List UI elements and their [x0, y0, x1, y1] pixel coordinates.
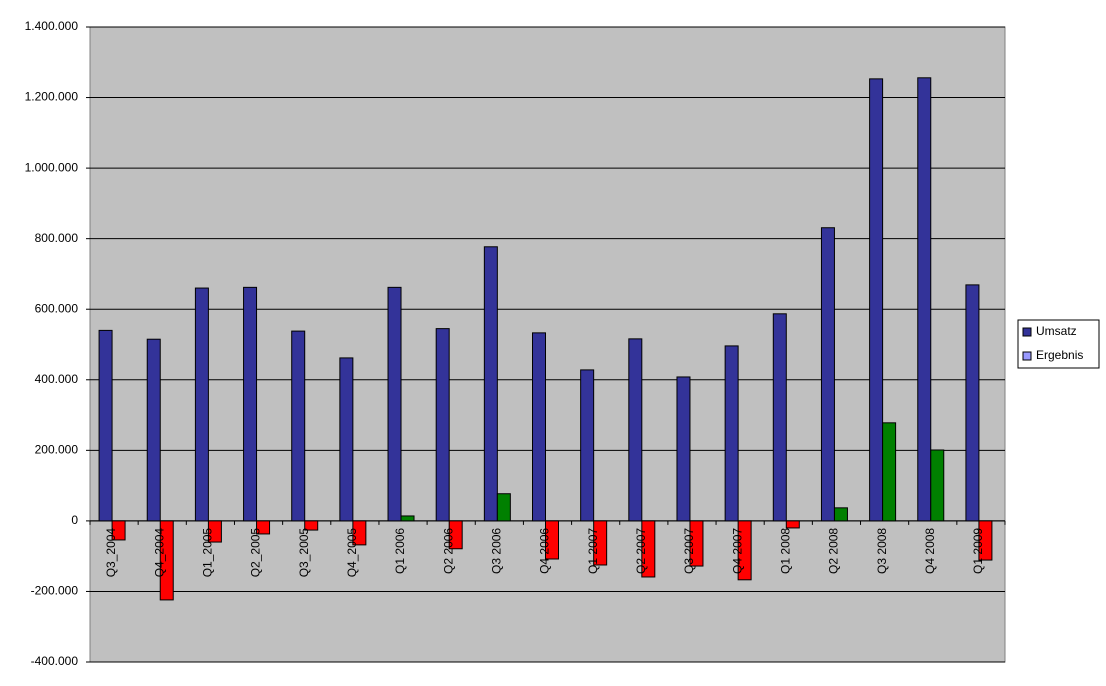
bar [159, 520, 174, 601]
bar [448, 520, 463, 550]
bar [833, 507, 848, 522]
x-tick-label: Q4 2007 [730, 528, 744, 574]
x-tick-label: Q2 2008 [827, 528, 841, 574]
bar [256, 520, 271, 535]
x-tick-label: Q4 2008 [923, 528, 937, 574]
y-tick-label: 200.000 [35, 443, 79, 457]
bar [243, 286, 258, 522]
bar [339, 357, 354, 522]
bar [917, 77, 932, 522]
bar [772, 313, 787, 522]
bar [724, 345, 739, 522]
bar [98, 329, 113, 522]
bar [194, 287, 209, 522]
y-tick-label: 400.000 [35, 372, 79, 386]
x-tick-label: Q3 2006 [490, 528, 504, 574]
bar [785, 520, 800, 529]
x-tick-label: Q1 2008 [778, 528, 792, 574]
y-tick-label: 0 [71, 513, 78, 527]
x-tick-label: Q4_2004 [152, 528, 166, 578]
bar [304, 520, 319, 531]
bar [580, 369, 595, 522]
x-tick-label: Q4 2006 [538, 528, 552, 574]
y-tick-label: 800.000 [35, 231, 79, 245]
bar [689, 520, 704, 567]
x-tick-label: Q1 2009 [971, 528, 985, 574]
bar [545, 520, 559, 560]
legend-swatch [1022, 351, 1032, 361]
bar [676, 376, 691, 522]
y-tick-label: -400.000 [31, 654, 79, 668]
bar [641, 520, 656, 578]
y-tick-label: -200.000 [31, 584, 79, 598]
x-tick-label: Q3_2005 [297, 528, 311, 578]
bar [737, 520, 752, 581]
x-tick-label: Q3 2008 [875, 528, 889, 574]
x-tick-label: Q1_2005 [201, 528, 215, 578]
legend-swatch [1022, 327, 1032, 337]
y-tick-label: 1.400.000 [25, 19, 79, 33]
legend-label: Umsatz [1036, 324, 1077, 338]
bar [496, 493, 511, 522]
x-tick-label: Q3 2007 [682, 528, 696, 574]
bar [593, 520, 608, 566]
x-tick-label: Q2 2006 [441, 528, 455, 574]
bar [628, 338, 643, 522]
x-tick-label: Q1 2007 [586, 528, 600, 574]
bar [435, 328, 450, 522]
bar [978, 520, 993, 561]
y-tick-label: 1.200.000 [25, 90, 79, 104]
y-tick-label: 1.000.000 [25, 160, 79, 174]
bar [146, 338, 161, 522]
y-tick-label: 600.000 [35, 301, 79, 315]
bar [532, 332, 546, 522]
x-tick-label: Q3_2004 [104, 528, 118, 578]
bar [207, 520, 222, 543]
bar [400, 515, 415, 522]
bar [483, 246, 498, 522]
bar [387, 286, 402, 522]
bar [965, 284, 980, 522]
x-tick-label: Q1 2006 [393, 528, 407, 574]
bar [111, 520, 126, 541]
bar [352, 520, 367, 546]
bar [291, 330, 306, 522]
x-tick-label: Q4_2005 [345, 528, 359, 578]
x-tick-label: Q2 2007 [634, 528, 648, 574]
bar [869, 78, 884, 522]
bar [820, 227, 835, 522]
x-tick-label: Q2_2005 [249, 528, 263, 578]
bar [882, 422, 897, 522]
bar [930, 449, 945, 522]
legend-label: Ergebnis [1036, 348, 1083, 362]
